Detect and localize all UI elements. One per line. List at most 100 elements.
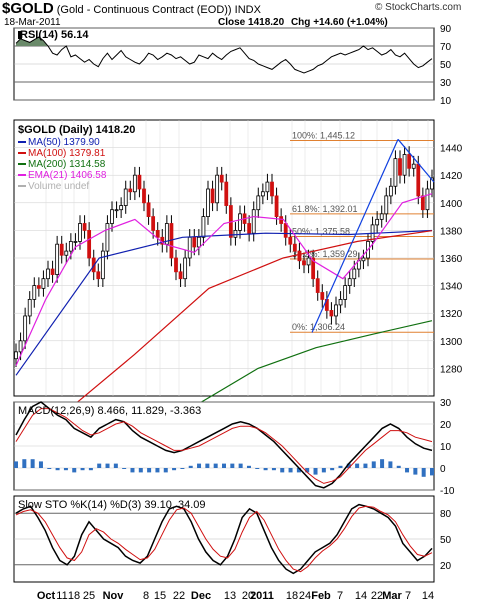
ma-line: [59, 230, 433, 418]
candle-body: [315, 278, 320, 293]
macd-histogram-bar: [255, 468, 260, 469]
chart-title: $GOLD (Gold - Continuous Contract (EOD))…: [2, 0, 261, 17]
bottom-x-tick-label: Feb: [311, 590, 331, 602]
candle-body: [123, 188, 128, 206]
bottom-x-tick-label: 20: [242, 590, 254, 602]
macd-histogram-bar: [163, 468, 168, 473]
bottom-x-tick-label: Nov: [103, 590, 125, 602]
candle-body: [210, 188, 215, 204]
candle-body: [379, 213, 384, 220]
quote-line: Close 1418.20 Chg +14.60 (+1.04%): [218, 17, 388, 28]
candle-body: [192, 236, 197, 248]
candle-body: [279, 216, 284, 224]
sto-tick-label: 20: [440, 561, 452, 572]
candle-body: [398, 158, 402, 176]
bottom-x-tick-label: 2011: [250, 590, 274, 602]
rsi-tick-label: 70: [440, 42, 452, 53]
candle-body: [41, 278, 46, 289]
legend-entry: EMA(21) 1406.58: [28, 170, 107, 181]
candle-body: [155, 229, 160, 238]
candle-body: [283, 223, 288, 238]
candle-body: [82, 223, 87, 231]
candle-body: [142, 188, 146, 204]
trendline-up: [311, 139, 399, 333]
candle-body: [384, 195, 389, 215]
macd-histogram-bar: [97, 463, 102, 468]
candle-body: [416, 163, 421, 197]
candle-body: [251, 209, 256, 234]
bottom-x-tick-label: 8: [143, 590, 149, 602]
sto-d-line: [15, 505, 433, 573]
bottom-x-tick-label: 14: [422, 590, 434, 602]
bottom-x-tick-label: 22: [371, 590, 383, 602]
candle-body: [270, 181, 274, 197]
candle-body: [334, 304, 338, 317]
candle-body: [14, 351, 18, 360]
candle-body: [297, 250, 302, 262]
bottom-x-tick-label: Oct: [37, 590, 56, 602]
macd-tick-label: 10: [440, 442, 452, 453]
macd-legend: MACD(12,26,9) 8.466, 11.829, -3.363: [18, 405, 201, 417]
legend-entry: MA(200) 1314.58: [28, 159, 106, 170]
macd-histogram-bar: [155, 468, 160, 473]
price-legend-title: $GOLD (Daily) 1418.20: [18, 124, 135, 136]
macd-histogram-bar: [188, 465, 193, 468]
macd-histogram-bar: [72, 468, 77, 473]
candle-body: [320, 292, 325, 300]
rsi-legend: RSI(14) 56.14: [20, 29, 89, 41]
bottom-x-tick-label: 18: [68, 590, 80, 602]
candle-body: [32, 285, 37, 300]
bottom-x-tick-label: 25: [83, 590, 95, 602]
macd-histogram-bar: [371, 461, 376, 468]
candle-body: [247, 223, 252, 234]
macd-histogram-bar: [405, 468, 410, 473]
candle-body: [302, 260, 306, 266]
macd-histogram-bar: [338, 465, 343, 468]
macd-histogram-bar: [80, 468, 85, 471]
macd-histogram-bar: [263, 468, 268, 471]
ma-line: [199, 320, 433, 404]
rsi-tick-label: 30: [440, 78, 452, 89]
macd-histogram-bar: [363, 463, 368, 468]
candle-body: [288, 236, 293, 245]
macd-histogram-bar: [213, 463, 218, 468]
candle-body: [219, 174, 224, 183]
candle-body: [96, 271, 101, 280]
candle-body: [178, 271, 183, 280]
candle-body: [206, 188, 210, 218]
bottom-x-tick-label: 14: [355, 590, 367, 602]
instrument-name: (Gold - Continuous Contract (EOD)): [56, 4, 232, 16]
macd-line: [15, 401, 433, 489]
macd-histogram-bar: [197, 463, 202, 468]
fib-label: 61.8%: 1,392.01: [292, 204, 358, 214]
macd-histogram-bar: [421, 468, 426, 477]
macd-histogram-bar: [330, 468, 335, 471]
candle-body: [73, 241, 78, 243]
rsi-tick-label: 10: [440, 96, 452, 107]
candle-body: [343, 285, 348, 300]
candle-body: [352, 268, 357, 280]
rsi-tick-label: 90: [440, 24, 452, 35]
chg-value: +14.60: [313, 17, 345, 28]
sto-tick-label: 80: [440, 509, 452, 520]
rsi-tick-label: 50: [440, 60, 452, 71]
price-tick-label: 1420: [440, 171, 463, 182]
legend-entry: Volume undef: [28, 181, 89, 192]
candle-body: [196, 236, 201, 248]
rsi-legend-marker: [18, 31, 22, 39]
candle-body: [402, 154, 407, 176]
bottom-x-tick-label: 15: [154, 590, 166, 602]
candle-body: [311, 257, 316, 280]
sto-tick-label: 50: [440, 535, 452, 546]
candle-body: [132, 174, 137, 193]
fib-label: 50%: 1,375.58: [292, 226, 350, 236]
candle-body: [425, 188, 430, 211]
macd-histogram-bar: [271, 468, 276, 471]
candle-body: [36, 285, 41, 289]
trendline-down: [397, 138, 435, 183]
macd-histogram-bar: [346, 463, 351, 468]
bottom-x-tick-label: Dec: [191, 590, 211, 602]
candle-body: [274, 195, 279, 217]
macd-histogram-bar: [172, 468, 177, 471]
